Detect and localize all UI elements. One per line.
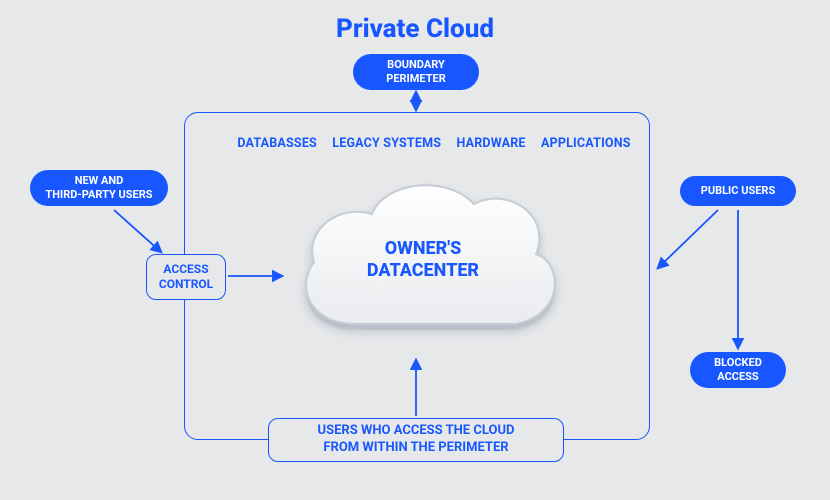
tag-applications: APPLICATIONS <box>541 136 631 151</box>
blocked-access-label: BLOCKEDACCESS <box>714 356 762 384</box>
bottom-users-node: USERS WHO ACCESS THE CLOUDFROM WITHIN TH… <box>268 418 564 462</box>
perimeter-tags: DATABASSES LEGACY SYSTEMS HARDWARE APPLI… <box>220 136 648 151</box>
new-third-party-label: NEW ANDTHIRD-PARTY USERS <box>45 174 152 202</box>
tag-hardware: HARDWARE <box>456 136 525 151</box>
boundary-perimeter-node: BOUNDARYPERIMETER <box>353 54 479 90</box>
boundary-perimeter-label: BOUNDARYPERIMETER <box>386 58 446 86</box>
blocked-access-node: BLOCKEDACCESS <box>690 352 786 388</box>
arrow-newusers-access <box>114 210 161 252</box>
public-users-node: PUBLIC USERS <box>680 176 796 206</box>
cloud-label: OWNER'SDATACENTER <box>278 238 568 281</box>
public-users-label: PUBLIC USERS <box>701 184 776 198</box>
diagram-canvas: Private Cloud BOUNDARYPERIMETER DATABASS… <box>0 0 830 500</box>
tag-databases: DATABASSES <box>237 136 317 151</box>
page-title: Private Cloud <box>0 14 830 44</box>
tag-legacy: LEGACY SYSTEMS <box>332 136 441 151</box>
access-control-label: ACCESSCONTROL <box>159 262 213 292</box>
bottom-users-label: USERS WHO ACCESS THE CLOUDFROM WITHIN TH… <box>318 423 515 457</box>
cloud-shape: OWNER'SDATACENTER <box>278 166 568 356</box>
arrow-public-cloud <box>658 210 718 268</box>
access-control-node: ACCESSCONTROL <box>146 254 226 300</box>
new-third-party-node: NEW ANDTHIRD-PARTY USERS <box>30 170 168 206</box>
